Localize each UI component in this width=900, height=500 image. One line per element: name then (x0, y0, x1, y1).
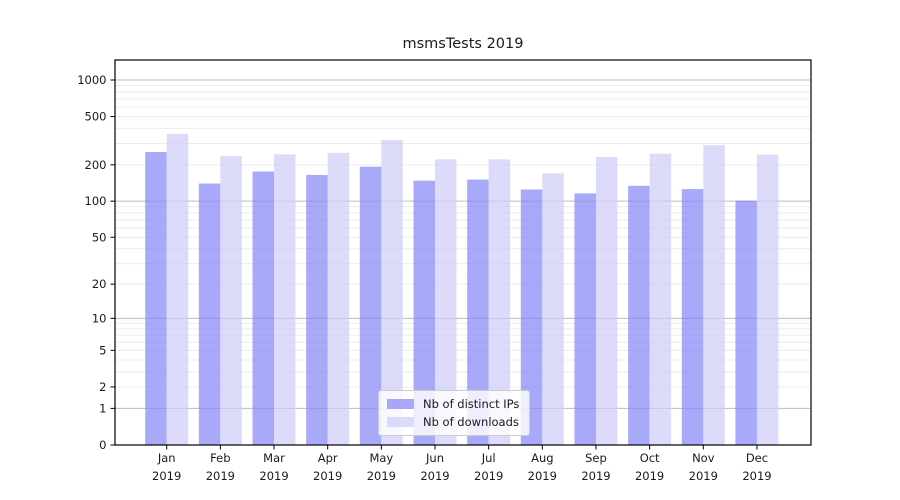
legend: Nb of distinct IPs Nb of downloads (378, 390, 531, 436)
bar (735, 200, 757, 445)
x-tick-label-month: Mar (263, 451, 285, 465)
x-tick-label-year: 2019 (420, 469, 449, 483)
y-tick-label: 0 (99, 438, 106, 452)
x-tick-label-month: Jul (481, 451, 496, 465)
y-tick-label: 50 (92, 230, 107, 244)
x-tick-label-year: 2019 (313, 469, 342, 483)
x-tick-label-month: May (369, 451, 393, 465)
x-tick-label-year: 2019 (528, 469, 557, 483)
x-tick-label-year: 2019 (581, 469, 610, 483)
x-tick-label-month: Aug (531, 451, 553, 465)
bar (574, 193, 596, 445)
bar (306, 174, 328, 445)
legend-label-distinct-ips: Nb of distinct IPs (423, 397, 520, 411)
x-tick-label-year: 2019 (152, 469, 181, 483)
bars (145, 133, 779, 446)
bar (435, 159, 457, 445)
legend-item-downloads: Nb of downloads (387, 415, 519, 429)
legend-item-distinct-ips: Nb of distinct IPs (387, 397, 519, 411)
bar (145, 152, 167, 445)
x-tick-label-year: 2019 (474, 469, 503, 483)
x-tick-label-month: Jun (425, 451, 444, 465)
bar (166, 133, 189, 445)
plot-frame (114, 59, 812, 446)
bar (252, 171, 275, 446)
x-axis: Jan 2019 Feb 2019 Mar 2019 Apr 2019 May 2019 Jun 20… (152, 445, 772, 483)
bar (756, 154, 779, 445)
bar (381, 140, 403, 446)
y-tick-label: 10 (92, 311, 107, 325)
bar (542, 173, 564, 446)
bar (413, 180, 435, 446)
y-tick-label: 1000 (77, 73, 106, 87)
y-tick-label: 100 (85, 194, 107, 208)
y-tick-label: 500 (85, 110, 107, 124)
x-tick-label-month: Nov (692, 451, 715, 465)
x-tick-label-year: 2019 (206, 469, 235, 483)
bar (198, 183, 221, 445)
bar (595, 157, 618, 445)
chart-title: msmsTests 2019 (402, 36, 524, 52)
y-tick-label: 200 (85, 158, 107, 172)
y-tick-label: 1 (99, 401, 106, 415)
legend-swatch-downloads (387, 417, 414, 427)
x-tick-label-year: 2019 (689, 469, 718, 483)
x-tick-label-year: 2019 (635, 469, 664, 483)
bar (220, 156, 242, 446)
legend-swatch-distinct-ips (387, 399, 414, 409)
x-tick-label-month: Jan (157, 451, 176, 465)
x-tick-label-year: 2019 (742, 469, 771, 483)
y-axis: 0 1 2 5 10 20 50 100 200 500 1000 (77, 73, 115, 452)
bar (520, 189, 543, 445)
x-tick-label-month: Dec (746, 451, 768, 465)
y-tick-label: 2 (99, 380, 106, 394)
bar (327, 152, 350, 445)
bar (467, 179, 489, 446)
bar (703, 145, 725, 445)
legend-label-downloads: Nb of downloads (423, 415, 519, 429)
x-tick-label-month: Sep (585, 451, 607, 465)
bar (274, 154, 296, 446)
y-tick-label: 20 (92, 277, 107, 291)
x-tick-label-year: 2019 (259, 469, 288, 483)
bar (649, 153, 672, 445)
bar (628, 185, 650, 445)
bar (359, 166, 382, 446)
bar (681, 189, 704, 445)
x-tick-label-year: 2019 (367, 469, 396, 483)
bar (488, 159, 511, 445)
x-tick-label-month: Oct (640, 451, 660, 465)
x-tick-label-month: Apr (318, 451, 338, 465)
y-tick-label: 5 (99, 343, 106, 357)
x-tick-label-month: Feb (210, 451, 230, 465)
